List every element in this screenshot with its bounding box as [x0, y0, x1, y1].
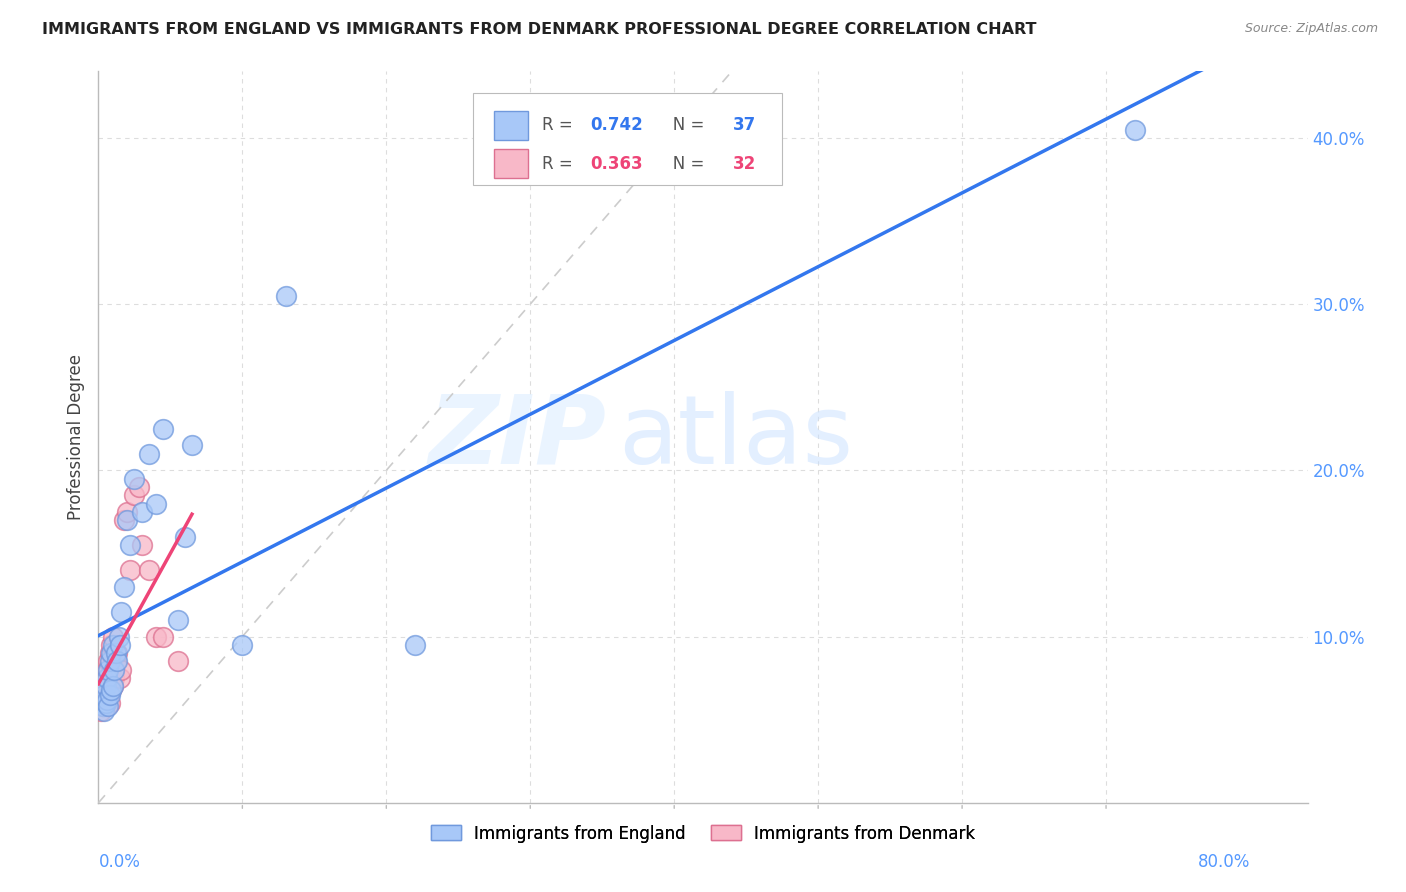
Point: [93, 680, 115, 694]
Point: [93, 688, 115, 702]
Point: [110, 663, 132, 677]
Text: atlas: atlas: [619, 391, 853, 483]
Point: [98, 646, 121, 660]
Text: 0.363: 0.363: [591, 154, 643, 172]
Point: [145, 630, 167, 644]
Point: [97, 688, 120, 702]
Point: [98, 655, 121, 669]
Point: [181, 438, 204, 452]
Text: 37: 37: [734, 117, 756, 135]
Point: [91, 699, 114, 714]
Point: [103, 663, 125, 677]
Point: [96, 663, 118, 677]
Point: [108, 638, 131, 652]
Point: [96, 671, 118, 685]
Text: 0.0%: 0.0%: [98, 853, 141, 871]
Point: [152, 630, 174, 644]
FancyBboxPatch shape: [474, 94, 782, 185]
Point: [128, 480, 150, 494]
Point: [115, 513, 138, 527]
Point: [1123, 122, 1146, 136]
Point: [131, 505, 153, 519]
Point: [90, 705, 112, 719]
Point: [98, 688, 121, 702]
Point: [104, 655, 127, 669]
Text: Source: ZipAtlas.com: Source: ZipAtlas.com: [1244, 22, 1378, 36]
Point: [100, 646, 122, 660]
Point: [108, 671, 131, 685]
Point: [101, 680, 124, 694]
Text: N =: N =: [657, 154, 710, 172]
Point: [166, 655, 188, 669]
Point: [100, 682, 122, 697]
Point: [98, 696, 121, 710]
Text: ZIP: ZIP: [429, 391, 606, 483]
Point: [91, 688, 114, 702]
Point: [94, 692, 117, 706]
Point: [100, 682, 122, 697]
FancyBboxPatch shape: [494, 111, 527, 140]
Point: [120, 538, 142, 552]
Point: [138, 563, 160, 577]
Point: [138, 447, 160, 461]
Point: [93, 696, 115, 710]
Point: [112, 580, 135, 594]
Point: [231, 638, 253, 652]
Point: [104, 646, 127, 660]
Point: [93, 705, 115, 719]
Point: [97, 655, 120, 669]
Point: [100, 638, 122, 652]
Point: [91, 699, 114, 714]
Point: [112, 513, 135, 527]
Text: 0.742: 0.742: [591, 117, 644, 135]
Point: [103, 671, 125, 685]
Point: [97, 699, 120, 714]
Y-axis label: Professional Degree: Professional Degree: [66, 354, 84, 520]
Text: IMMIGRANTS FROM ENGLAND VS IMMIGRANTS FROM DENMARK PROFESSIONAL DEGREE CORRELATI: IMMIGRANTS FROM ENGLAND VS IMMIGRANTS FR…: [42, 22, 1036, 37]
Legend: Immigrants from England, Immigrants from Denmark: Immigrants from England, Immigrants from…: [425, 818, 981, 849]
Point: [173, 530, 195, 544]
Text: R =: R =: [543, 117, 578, 135]
Point: [152, 422, 174, 436]
Point: [105, 646, 128, 660]
Point: [101, 630, 124, 644]
Point: [101, 638, 124, 652]
Point: [96, 692, 118, 706]
Text: R =: R =: [543, 154, 578, 172]
Point: [94, 696, 117, 710]
Point: [105, 655, 128, 669]
Point: [94, 671, 117, 685]
Point: [107, 630, 129, 644]
Point: [115, 505, 138, 519]
Point: [101, 680, 124, 694]
Point: [124, 488, 146, 502]
Point: [274, 289, 297, 303]
Text: 32: 32: [734, 154, 756, 172]
FancyBboxPatch shape: [494, 149, 527, 178]
Point: [166, 613, 188, 627]
Point: [120, 563, 142, 577]
Text: 80.0%: 80.0%: [1198, 853, 1250, 871]
Point: [110, 605, 132, 619]
Point: [404, 638, 426, 652]
Point: [90, 696, 112, 710]
Text: N =: N =: [657, 117, 710, 135]
Point: [124, 472, 146, 486]
Point: [94, 680, 117, 694]
Point: [96, 699, 118, 714]
Point: [97, 663, 120, 677]
Point: [131, 538, 153, 552]
Point: [145, 497, 167, 511]
